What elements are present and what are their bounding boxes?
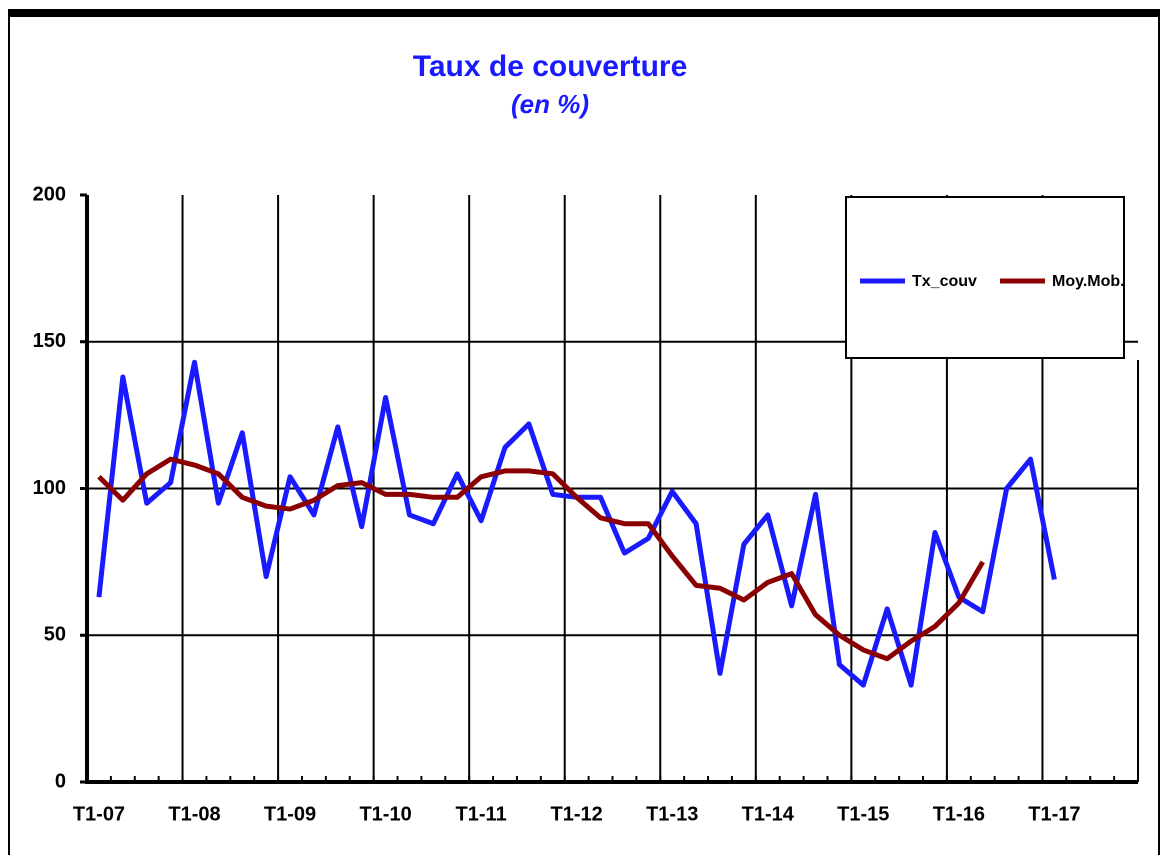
- legend-box: [845, 196, 1125, 359]
- x-tick-label: T1-08: [168, 803, 220, 825]
- x-tick-label: T1-09: [264, 803, 316, 825]
- y-tick-label: 200: [33, 183, 66, 205]
- x-tick-label: T1-15: [837, 803, 889, 825]
- chart-subtitle: (en %): [511, 89, 589, 119]
- x-tick-label: T1-14: [742, 803, 795, 825]
- x-tick-label: T1-11: [456, 803, 507, 825]
- x-tick-label: T1-16: [933, 803, 985, 825]
- series-line: [97, 456, 985, 662]
- y-tick-label: 50: [44, 624, 66, 646]
- y-tick-label: 100: [33, 477, 66, 499]
- x-tick-label: T1-17: [1028, 803, 1080, 825]
- legend-label: Tx_couv: [912, 273, 977, 290]
- y-tick-label: 150: [33, 330, 66, 352]
- legend-label: Moy.Mob.: [1052, 273, 1125, 290]
- x-tick-label: T1-07: [73, 803, 125, 825]
- x-tick-label: T1-12: [551, 803, 603, 825]
- chart-title: Taux de couverture: [413, 50, 688, 83]
- y-tick-label: 0: [55, 770, 66, 792]
- x-tick-label: T1-10: [359, 803, 411, 825]
- x-tick-label: T1-13: [646, 803, 698, 825]
